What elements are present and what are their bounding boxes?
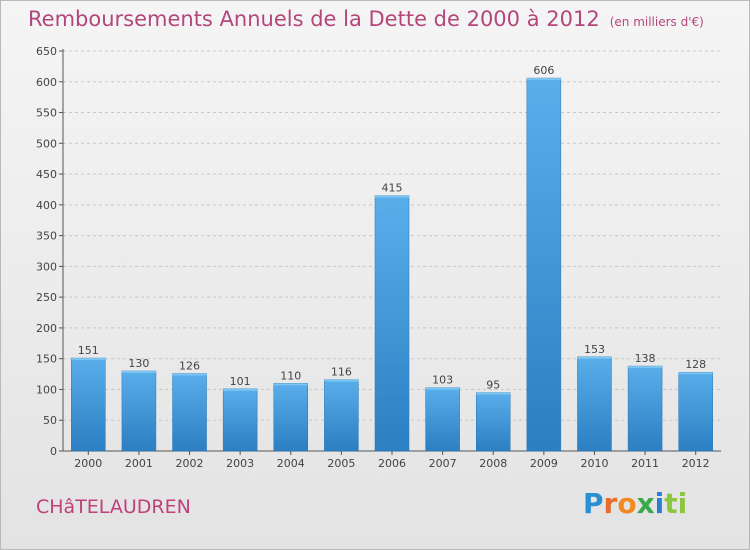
data-label: 138: [635, 352, 656, 365]
y-tick-label: 400: [36, 199, 57, 212]
bar: [374, 195, 410, 452]
x-tick-label: 2000: [74, 457, 102, 470]
bar-top: [273, 383, 308, 386]
data-label: 103: [432, 374, 453, 387]
logo-letter: r: [603, 487, 618, 520]
chart-title: Remboursements Annuels de la Dette de 20…: [28, 7, 704, 31]
y-tick-label: 650: [36, 45, 57, 58]
data-label: 126: [179, 359, 200, 372]
y-tick-label: 450: [36, 168, 57, 181]
x-tick-label: 2006: [378, 457, 406, 470]
bar-top: [375, 195, 409, 198]
bar: [172, 373, 207, 452]
bar: [577, 356, 612, 452]
x-tick-label: 2011: [631, 457, 659, 470]
data-label: 606: [533, 64, 554, 77]
x-tick-label: 2012: [682, 457, 710, 470]
bar-top: [223, 388, 258, 391]
data-label: 101: [230, 375, 251, 388]
y-tick-label: 250: [36, 291, 57, 304]
data-label: 95: [486, 379, 500, 392]
bar-top: [71, 358, 106, 361]
data-label: 130: [128, 357, 149, 370]
chart-title-text: Remboursements Annuels de la Dette de 20…: [28, 7, 600, 31]
bar: [627, 365, 663, 452]
y-tick-label: 500: [36, 137, 57, 150]
bar-top: [526, 78, 561, 81]
bar: [475, 392, 511, 452]
data-label: 415: [382, 182, 403, 195]
data-label: 110: [280, 369, 301, 382]
bar: [121, 370, 157, 452]
proxiti-logo: Proxiti: [583, 487, 687, 520]
bar-top: [476, 392, 511, 395]
bar-top: [678, 372, 713, 375]
bar: [526, 77, 562, 452]
bar: [425, 387, 460, 452]
bar: [324, 379, 359, 452]
bar-top: [121, 371, 156, 373]
logo-letter: i: [654, 487, 665, 520]
x-tick-label: 2005: [327, 457, 355, 470]
y-tick-label: 300: [36, 260, 57, 273]
bar-top: [577, 356, 612, 359]
data-label: 128: [685, 358, 706, 371]
y-tick-label: 600: [36, 76, 57, 89]
bar-top: [324, 379, 359, 382]
logo-letter: o: [617, 487, 637, 520]
bar: [71, 357, 106, 452]
logo-letter: P: [583, 487, 604, 520]
data-label: 153: [584, 343, 605, 356]
y-tick-label: 200: [36, 322, 57, 335]
x-tick-label: 2008: [479, 457, 507, 470]
x-tick-label: 2002: [176, 457, 204, 470]
bar: [222, 388, 258, 452]
x-tick-label: 2009: [530, 457, 558, 470]
y-tick-label: 350: [36, 230, 57, 243]
y-tick-label: 0: [50, 445, 57, 458]
y-tick-label: 550: [36, 107, 57, 120]
x-tick-label: 2007: [429, 457, 457, 470]
y-tick-label: 100: [36, 383, 57, 396]
y-tick-label: 150: [36, 353, 57, 366]
logo-letter: i: [677, 487, 688, 520]
x-tick-label: 2003: [226, 457, 254, 470]
x-tick-label: 2001: [125, 457, 153, 470]
commune-name: CHâTELAUDREN: [36, 496, 191, 518]
bar-top: [425, 387, 460, 390]
logo-letter: x: [636, 487, 655, 520]
data-label: 151: [78, 344, 99, 357]
chart-unit-note: (en milliers d'€): [609, 15, 704, 29]
data-label: 116: [331, 366, 352, 379]
bar-top: [628, 366, 663, 369]
y-tick-label: 50: [43, 414, 57, 427]
logo-letter: t: [664, 487, 678, 520]
x-tick-label: 2004: [277, 457, 305, 470]
bar: [273, 383, 309, 452]
bar-top: [172, 373, 207, 376]
x-tick-label: 2010: [580, 457, 608, 470]
bar: [678, 371, 713, 452]
